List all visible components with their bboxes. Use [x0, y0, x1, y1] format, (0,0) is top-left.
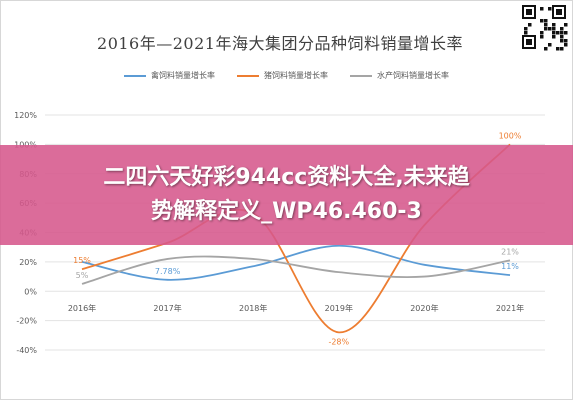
- y-tick-label: 0%: [24, 287, 37, 296]
- overlay-banner-line-1: 二四六天好彩944cc资料大全,未来趋: [103, 165, 470, 190]
- y-tick-label: -20%: [16, 317, 37, 326]
- data-label: 5%: [76, 271, 89, 280]
- qr-finder-core: [556, 9, 562, 15]
- qr-module: [540, 19, 544, 23]
- qr-module: [544, 27, 548, 31]
- series-line-3: [81, 255, 511, 285]
- x-tick-label: 2020年: [410, 303, 438, 313]
- overlay-banner-text: 二四六天好彩944cc资料大全,未来趋 势解释定义_WP46.460-3: [27, 161, 547, 229]
- qr-module: [564, 39, 568, 43]
- qr-code-icon: [520, 3, 568, 51]
- data-label: 11%: [501, 262, 519, 271]
- qr-module: [544, 19, 548, 23]
- qr-finder-core: [526, 9, 532, 15]
- legend-item-3: 水产饲料销量增长率: [350, 70, 449, 81]
- y-tick-label: -40%: [16, 346, 37, 355]
- data-label: 15%: [73, 256, 91, 265]
- qr-module: [548, 43, 552, 47]
- legend-item-1: 禽饲料销量增长率: [124, 70, 215, 81]
- qr-module: [552, 31, 556, 35]
- qr-module: [540, 7, 544, 11]
- qr-finder-core: [526, 39, 532, 45]
- x-tick-label: 2019年: [325, 303, 353, 313]
- legend-swatch: [124, 74, 146, 77]
- legend-item-2: 猪饲料销量增长率: [237, 70, 328, 81]
- qr-module: [564, 31, 568, 35]
- qr-module: [552, 23, 556, 27]
- qr-module: [552, 27, 556, 31]
- data-label: -28%: [328, 337, 349, 346]
- legend-label: 水产饲料销量增长率: [377, 71, 449, 80]
- legend-swatch: [350, 74, 372, 77]
- x-tick-label: 2016年: [68, 303, 96, 313]
- qr-module: [564, 23, 568, 27]
- qr-module: [560, 47, 564, 51]
- qr-module: [564, 43, 568, 47]
- qr-module: [540, 35, 544, 39]
- x-tick-label: 2018年: [239, 303, 267, 313]
- qr-module: [556, 31, 560, 35]
- x-tick-label: 2017年: [153, 303, 181, 313]
- qr-module: [548, 7, 552, 11]
- data-label: 21%: [501, 247, 519, 256]
- data-label: 100%: [499, 131, 522, 140]
- qr-module: [560, 39, 564, 43]
- qr-module: [544, 23, 548, 27]
- overlay-banner-line-2: 势解释定义_WP46.460-3: [151, 199, 422, 224]
- qr-module: [556, 47, 560, 51]
- qr-module: [540, 31, 544, 35]
- qr-module: [560, 31, 564, 35]
- qr-module: [560, 27, 564, 31]
- legend-swatch: [237, 74, 259, 77]
- x-tick-label: 2021年: [496, 303, 524, 313]
- y-tick-label: 100%: [14, 140, 37, 149]
- qr-module: [528, 23, 532, 27]
- qr-module: [552, 35, 556, 39]
- legend-label: 禽饲料销量增长率: [151, 71, 215, 80]
- qr-module: [548, 27, 552, 31]
- series-line-1: [81, 244, 511, 281]
- data-label: 7.78%: [155, 267, 181, 276]
- qr-module: [544, 47, 548, 51]
- qr-module: [524, 27, 528, 31]
- overlay-banner: 二四六天好彩944cc资料大全,未来趋 势解释定义_WP46.460-3: [0, 145, 573, 245]
- y-tick-label: 20%: [19, 258, 37, 267]
- y-tick-label: 120%: [14, 111, 37, 120]
- qr-module: [524, 31, 528, 35]
- qr-module: [560, 35, 564, 39]
- legend-label: 猪饲料销量增长率: [264, 71, 328, 80]
- chart-legend: 禽饲料销量增长率 猪饲料销量增长率 水产饲料销量增长率: [0, 70, 573, 81]
- chart-title: 2016年—2021年海大集团分品种饲料销量增长率: [97, 34, 463, 53]
